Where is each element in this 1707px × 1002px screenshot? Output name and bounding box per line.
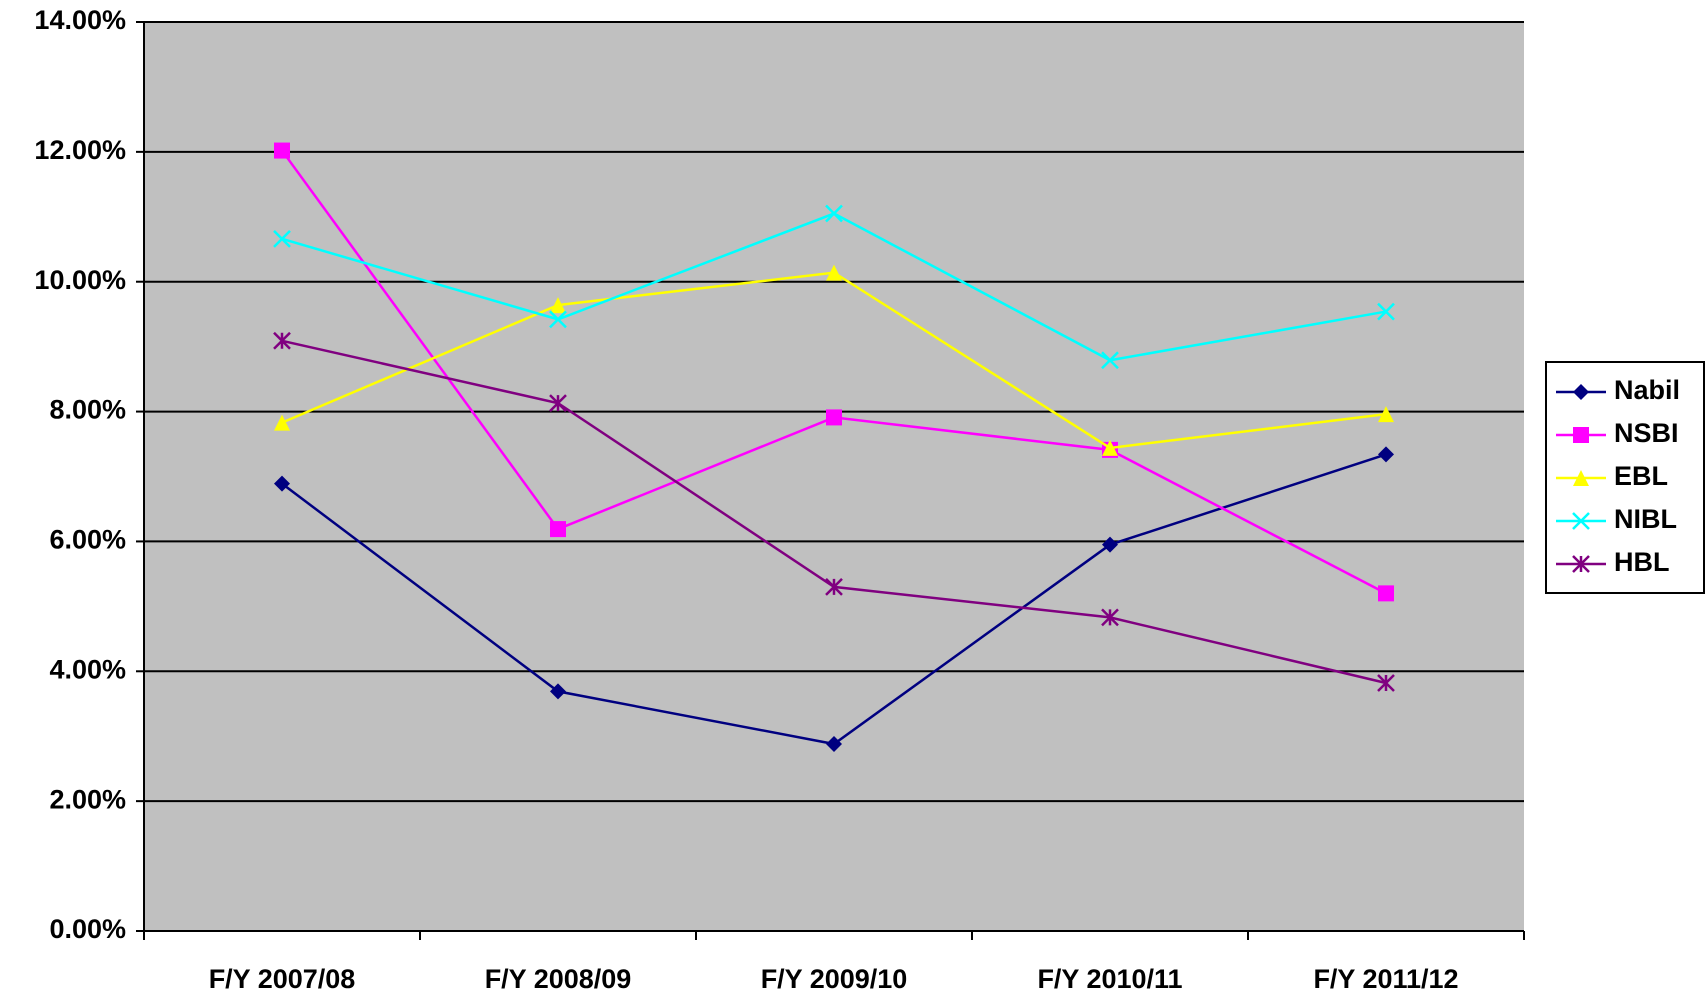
marker [550,297,566,314]
marker [274,142,290,159]
legend-marker [1573,384,1589,400]
y-tick-label: 10.00% [34,265,126,295]
marker [825,204,843,223]
marker [1378,446,1394,463]
legend-marker [1573,427,1589,443]
legend-marker [1572,512,1590,530]
marker [1101,351,1119,370]
marker [1377,674,1395,692]
marker [550,521,566,538]
marker [1378,585,1394,602]
y-tick-label: 0.00% [49,914,126,944]
marker [549,394,567,413]
marker [273,331,291,350]
x-tick-label: F/Y 2011/12 [1313,964,1458,994]
legend-marker [1572,555,1590,573]
legend-label: HBL [1614,547,1670,577]
x-tick-label: F/Y 2010/11 [1037,964,1182,994]
legend-marker [1573,470,1589,486]
marker [274,475,290,492]
marker [826,409,842,426]
legend-label: Nabil [1614,375,1680,405]
y-tick-label: 12.00% [34,135,126,165]
y-tick-label: 6.00% [49,525,126,555]
marker [549,310,567,329]
x-tick-label: F/Y 2007/08 [209,964,356,994]
y-tick-label: 14.00% [34,5,126,35]
legend-label: EBL [1614,461,1668,491]
y-tick-label: 2.00% [49,784,126,814]
marker [1102,439,1118,456]
x-tick-label: F/Y 2009/10 [761,964,908,994]
marker [1101,608,1119,627]
legend-label: NSBI [1614,418,1679,448]
marker [825,577,843,596]
plot-area [144,22,1524,931]
legend-label: NIBL [1614,504,1677,534]
marker [1378,406,1394,423]
marker [273,229,291,248]
marker [274,414,290,431]
marker [550,683,566,700]
marker [1377,302,1395,321]
x-tick-label: F/Y 2008/09 [485,964,632,994]
marker [826,264,842,281]
marker [1102,536,1118,553]
y-tick-label: 4.00% [49,654,126,684]
marker [826,736,842,753]
y-tick-label: 8.00% [49,395,126,425]
